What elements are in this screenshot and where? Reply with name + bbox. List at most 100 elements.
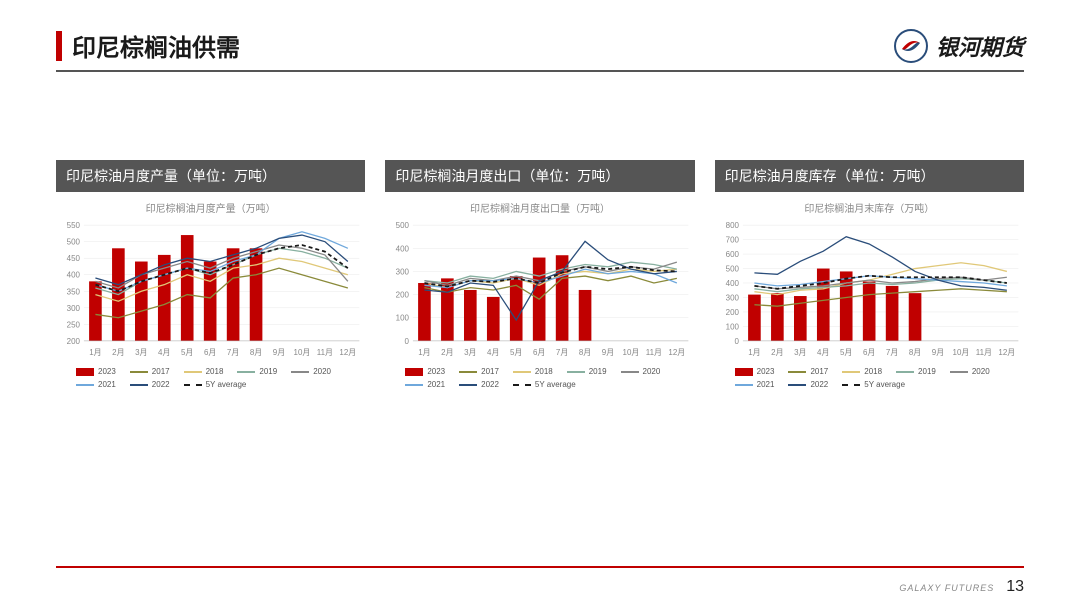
svg-text:9月: 9月 — [602, 348, 614, 357]
svg-text:100: 100 — [725, 322, 739, 331]
legend-swatch — [291, 371, 309, 373]
svg-text:6月: 6月 — [863, 348, 875, 357]
svg-text:8月: 8月 — [909, 348, 921, 357]
legend-item-2017: 2017 — [130, 367, 170, 376]
svg-text:500: 500 — [725, 265, 739, 274]
legend-item-2020: 2020 — [291, 367, 331, 376]
legend-item-avg: 5Y average — [184, 380, 247, 389]
legend-label: 2022 — [810, 380, 828, 389]
svg-text:2月: 2月 — [112, 348, 124, 357]
title-accent-bar — [56, 31, 62, 61]
brand-logo: 银河期货 — [894, 29, 1024, 63]
svg-text:1月: 1月 — [419, 348, 431, 357]
legend-item-2018: 2018 — [184, 367, 224, 376]
legend-item-avg: 5Y average — [513, 380, 576, 389]
svg-text:7月: 7月 — [886, 348, 898, 357]
page-title: 印尼棕榈油供需 — [72, 28, 240, 63]
page-header: 印尼棕榈油供需 银河期货 — [56, 28, 1024, 63]
chart-legend: 2023 2017 2018 2019 2020 2021 2022 5Y average — [56, 367, 365, 389]
legend-swatch — [621, 371, 639, 373]
svg-text:300: 300 — [725, 293, 739, 302]
legend-swatch — [184, 371, 202, 373]
svg-text:11月: 11月 — [646, 348, 662, 357]
footer-rule — [56, 566, 1024, 568]
svg-text:100: 100 — [396, 314, 410, 323]
legend-swatch — [735, 384, 753, 386]
chart-panel-0: 印尼棕油月度产量（单位：万吨）印尼棕榈油月度产量（万吨）200250300350… — [56, 160, 365, 389]
svg-text:1月: 1月 — [89, 348, 101, 357]
svg-text:7月: 7月 — [556, 348, 568, 357]
legend-item-2018: 2018 — [513, 367, 553, 376]
galaxy-swirl-icon — [894, 29, 928, 63]
svg-text:800: 800 — [725, 221, 739, 230]
svg-text:4月: 4月 — [487, 348, 499, 357]
brand-name: 银河期货 — [936, 30, 1024, 62]
legend-item-2023: 2023 — [76, 367, 116, 376]
legend-swatch — [76, 368, 94, 376]
chart-panel-2: 印尼棕油月度库存（单位：万吨）印尼棕榈油月末库存（万吨）010020030040… — [715, 160, 1024, 389]
chart-legend: 20232017201820192020202120225Y average — [715, 367, 1024, 389]
svg-text:2月: 2月 — [441, 348, 453, 357]
legend-swatch — [513, 371, 531, 373]
svg-text:200: 200 — [725, 308, 739, 317]
legend-label: 2017 — [152, 367, 170, 376]
legend-swatch — [842, 371, 860, 373]
title-group: 印尼棕榈油供需 — [56, 28, 240, 63]
svg-text:10月: 10月 — [623, 348, 640, 357]
page-footer: GALAXY FUTURES 13 — [899, 578, 1024, 596]
legend-swatch — [788, 371, 806, 373]
legend-swatch — [130, 371, 148, 373]
legend-label: 5Y average — [535, 380, 576, 389]
legend-swatch — [459, 384, 477, 386]
legend-label: 2023 — [757, 367, 775, 376]
chart-panel-1: 印尼棕榈油月度出口（单位：万吨）印尼棕榈油月度出口量（万吨）0100200300… — [385, 160, 694, 389]
legend-item-2023: 2023 — [405, 367, 445, 376]
panel-title: 印尼棕油月度库存（单位：万吨） — [715, 160, 1024, 192]
legend-label: 2023 — [427, 367, 445, 376]
svg-text:250: 250 — [67, 320, 81, 329]
chart-svg: 01002003004005006007008001月2月3月4月5月6月7月8… — [715, 219, 1024, 359]
panel-title: 印尼棕油月度产量（单位：万吨） — [56, 160, 365, 192]
legend-label: 2022 — [152, 380, 170, 389]
svg-text:500: 500 — [67, 238, 81, 247]
header-rule — [56, 70, 1024, 72]
legend-label: 2019 — [589, 367, 607, 376]
svg-text:9月: 9月 — [931, 348, 943, 357]
svg-text:7月: 7月 — [227, 348, 239, 357]
svg-text:10月: 10月 — [294, 348, 311, 357]
svg-text:5月: 5月 — [510, 348, 522, 357]
legend-item-2017: 2017 — [459, 367, 499, 376]
svg-text:450: 450 — [67, 254, 81, 263]
svg-text:1月: 1月 — [748, 348, 760, 357]
svg-text:400: 400 — [67, 271, 81, 280]
legend-label: 5Y average — [864, 380, 905, 389]
legend-label: 2022 — [481, 380, 499, 389]
chart-subtitle: 印尼棕榈油月末库存（万吨） — [715, 200, 1024, 215]
legend-item-2023: 2023 — [735, 367, 775, 376]
svg-text:8月: 8月 — [579, 348, 591, 357]
legend-swatch — [459, 371, 477, 373]
footer-brand: GALAXY FUTURES — [899, 583, 994, 593]
svg-text:0: 0 — [734, 337, 739, 346]
legend-label: 2018 — [535, 367, 553, 376]
plot-area: 01002003004005001月2月3月4月5月6月7月8月9月10月11月… — [385, 219, 694, 359]
svg-text:3月: 3月 — [794, 348, 806, 357]
svg-text:200: 200 — [67, 337, 81, 346]
svg-text:400: 400 — [396, 244, 410, 253]
plot-area: 2002503003504004505005501月2月3月4月5月6月7月8月… — [56, 219, 365, 359]
svg-text:11月: 11月 — [975, 348, 991, 357]
legend-item-2019: 2019 — [237, 367, 277, 376]
legend-swatch — [788, 384, 806, 386]
svg-text:8月: 8月 — [250, 348, 262, 357]
legend-item-2021: 2021 — [405, 380, 445, 389]
legend-label: 5Y average — [206, 380, 247, 389]
legend-swatch — [405, 384, 423, 386]
legend-label: 2021 — [427, 380, 445, 389]
legend-label: 2021 — [98, 380, 116, 389]
legend-label: 2017 — [810, 367, 828, 376]
chart-svg: 2002503003504004505005501月2月3月4月5月6月7月8月… — [56, 219, 365, 359]
legend-swatch — [896, 371, 914, 373]
legend-swatch — [237, 371, 255, 373]
svg-text:700: 700 — [725, 236, 739, 245]
legend-label: 2023 — [98, 367, 116, 376]
